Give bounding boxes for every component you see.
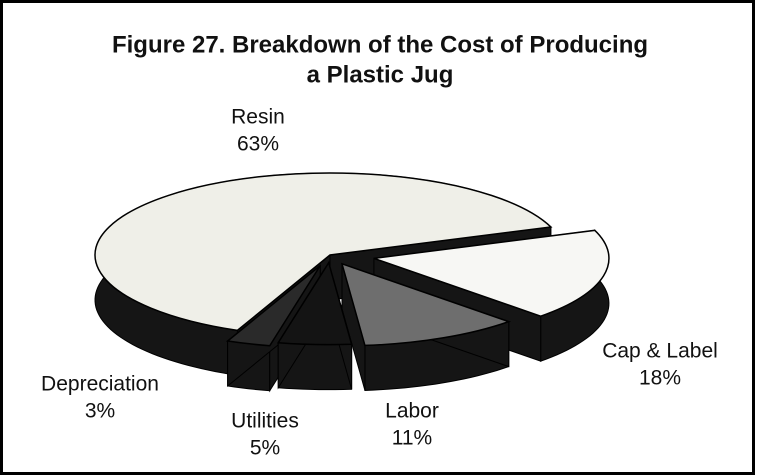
slice <box>276 260 353 391</box>
slice-top <box>373 229 610 317</box>
slice-value-label: 18% <box>639 367 681 390</box>
slice-label: Depreciation <box>41 373 159 396</box>
chart-title: Figure 27. Breakdown of the Cost of Prod… <box>112 31 648 58</box>
chart-title: a Plastic Jug <box>307 61 454 88</box>
slice-value-label: 5% <box>250 437 280 460</box>
slice-top <box>340 262 512 347</box>
slice-label: Utilities <box>231 410 299 433</box>
slice-top <box>225 265 321 347</box>
slice <box>340 262 512 391</box>
slice-value-label: 63% <box>237 133 279 156</box>
slice-top <box>276 260 353 346</box>
slice-value-label: 11% <box>392 427 432 450</box>
slice-label: Labor <box>385 400 439 423</box>
pie <box>94 172 610 393</box>
slice-label: Resin <box>231 106 285 129</box>
slice-top <box>94 172 553 332</box>
slice-label: Cap & Label <box>602 340 718 363</box>
slice-value-label: 3% <box>85 400 115 423</box>
